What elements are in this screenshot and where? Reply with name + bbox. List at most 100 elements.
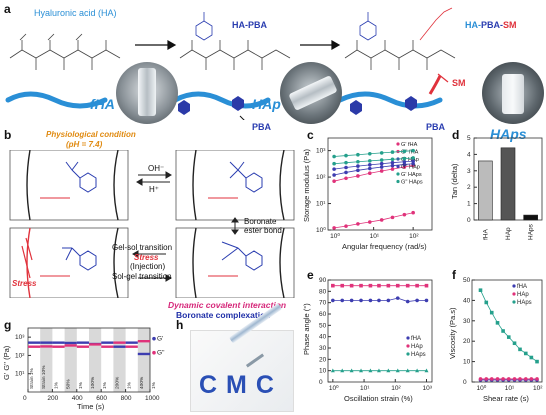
category-label: fHA bbox=[482, 229, 489, 241]
data-point bbox=[331, 283, 335, 288]
complexation-label: Boronate complexation bbox=[176, 310, 271, 320]
gel-sol-label: Gel-sol transition bbox=[112, 243, 173, 252]
segment-label: 50% bbox=[66, 379, 72, 389]
equilibrium-arrows-bottom bbox=[132, 250, 172, 282]
segment-label: Strain 1% bbox=[29, 367, 35, 389]
tick-label: 0 bbox=[463, 379, 467, 386]
panel-label-c: c bbox=[307, 128, 314, 142]
chart-f: 10⁰ 10¹ 10² 0 10 20 30 40 50 Shear rate (s) Viscos… bbox=[448, 277, 543, 403]
data-point bbox=[386, 283, 391, 288]
data-point bbox=[411, 210, 415, 215]
data-point bbox=[368, 283, 373, 288]
haps-name-part2: PBA bbox=[481, 20, 501, 30]
tick-label: 1 bbox=[467, 201, 471, 208]
reaction-arrow-2 bbox=[300, 39, 341, 51]
data-point bbox=[411, 148, 415, 153]
y-axis-label: Phase angle (°) bbox=[302, 303, 311, 355]
chart-g: Strain 1% Strain 10% 1% 50% 1% 100% 1% 200% 1% 40… bbox=[2, 327, 165, 411]
tick-label: 50 bbox=[463, 277, 471, 284]
data-point bbox=[379, 151, 384, 155]
segment-label: Strain 10% bbox=[41, 365, 47, 389]
photo-cmc: CMC bbox=[190, 303, 294, 412]
panel-label-b: b bbox=[4, 128, 12, 142]
pba-hexagon-3 bbox=[350, 100, 362, 115]
pba-tag-1: PBA bbox=[252, 122, 272, 132]
dynamic-label: Dynamic covalent interaction bbox=[168, 300, 287, 310]
legend-label: HAp bbox=[411, 344, 423, 350]
oh-minus: OH⁻ bbox=[148, 164, 165, 173]
data-point bbox=[501, 329, 505, 333]
bar bbox=[523, 214, 538, 221]
tick-label: 40 bbox=[463, 297, 471, 304]
pba-tag-2: PBA bbox=[426, 122, 446, 132]
tick-label: 5 bbox=[467, 135, 471, 142]
data-point bbox=[356, 152, 360, 157]
data-point bbox=[529, 377, 534, 381]
data-point bbox=[340, 368, 345, 373]
tick-label: 50 bbox=[319, 322, 327, 329]
legend-label: fHA bbox=[411, 336, 421, 342]
chart-c: 10⁰ 10¹ 10² 10⁰ 10¹ 10² 10³ Angular frequency (… bbox=[302, 137, 433, 251]
data-point bbox=[402, 159, 407, 164]
data-point bbox=[489, 310, 494, 315]
tick-label: 10¹ bbox=[370, 233, 380, 240]
data-point bbox=[349, 298, 354, 303]
data-point bbox=[484, 377, 489, 381]
tick-label: 10² bbox=[15, 352, 25, 359]
tick-label: 10⁰ bbox=[330, 232, 340, 240]
legend-label: G' HAp bbox=[401, 157, 419, 163]
stress-tag: Stress bbox=[12, 279, 37, 288]
data-point bbox=[356, 164, 360, 168]
tick-label: 10² bbox=[391, 385, 401, 392]
data-point bbox=[390, 163, 395, 168]
data-point bbox=[405, 283, 410, 288]
equilibrium-arrows-top bbox=[136, 171, 172, 186]
vial-photo-hap bbox=[280, 62, 342, 124]
data-point bbox=[523, 351, 528, 356]
legend-marker bbox=[512, 284, 516, 288]
data-point bbox=[368, 163, 372, 167]
data-point bbox=[390, 157, 395, 162]
legend-label: G' HAps bbox=[401, 172, 422, 178]
segment-label: 400% bbox=[139, 376, 145, 389]
legend-marker bbox=[396, 164, 400, 169]
legend-marker bbox=[396, 179, 400, 184]
legend-label: HAps bbox=[411, 352, 426, 358]
strain-segment bbox=[137, 328, 150, 392]
plot-frame bbox=[327, 279, 433, 383]
data-point bbox=[356, 159, 360, 164]
segment-label: 1% bbox=[102, 381, 108, 389]
data-point bbox=[331, 298, 335, 303]
tick-label: 200 bbox=[47, 395, 58, 402]
tick-label: 400 bbox=[72, 395, 83, 402]
tick-label: 10³ bbox=[423, 385, 433, 392]
pba-hexagon-4 bbox=[405, 96, 417, 111]
legend-label: G'' fHA bbox=[401, 150, 419, 156]
data-point bbox=[368, 298, 373, 303]
data-point bbox=[415, 368, 420, 373]
boronate-line2: ester bond bbox=[244, 226, 282, 235]
h-plus: H⁺ bbox=[149, 185, 159, 194]
data-point bbox=[390, 150, 395, 154]
x-axis-label: Shear rate (s) bbox=[483, 394, 529, 403]
legend-marker bbox=[512, 300, 516, 304]
tick-label: 600 bbox=[96, 395, 107, 402]
ha-name: Hyaluronic acid (HA) bbox=[34, 8, 117, 18]
bar bbox=[478, 160, 493, 221]
data-point bbox=[529, 355, 534, 360]
condition-line1: Physiological condition bbox=[46, 130, 136, 139]
panel-label-e: e bbox=[307, 268, 314, 282]
data-point bbox=[344, 165, 348, 170]
data-point bbox=[424, 283, 429, 288]
data-point bbox=[379, 218, 384, 222]
x-axis-label: Oscillation strain (%) bbox=[344, 394, 413, 403]
data-point bbox=[368, 171, 372, 176]
plot-frame bbox=[471, 279, 543, 383]
hap-chain bbox=[172, 91, 271, 109]
data-point bbox=[379, 169, 384, 173]
segment-label: 1% bbox=[78, 381, 84, 389]
vertical-arrow bbox=[231, 217, 239, 235]
data-point bbox=[424, 368, 429, 373]
tick-label: 10² bbox=[409, 233, 419, 240]
data-point bbox=[402, 149, 407, 154]
